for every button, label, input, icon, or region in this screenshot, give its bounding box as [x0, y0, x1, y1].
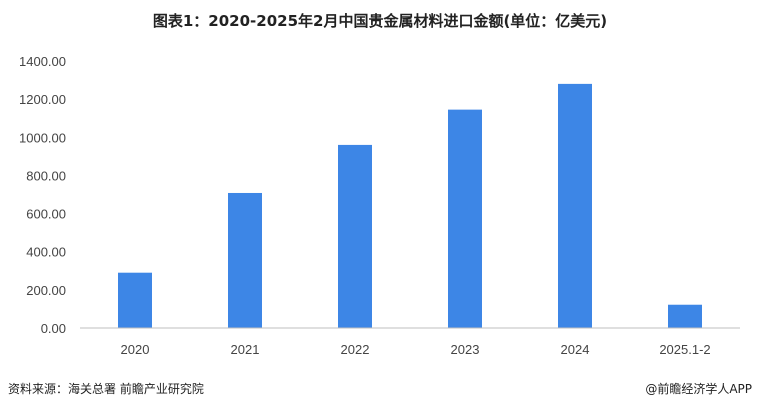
bar-2021	[228, 192, 262, 328]
bar-2025.1-2	[668, 304, 702, 328]
bar-chart: 0.00 200.00 400.00 600.00 800.00 1000.00 1200.…	[19, 54, 740, 357]
bar-2020	[118, 272, 152, 328]
bar-2024	[558, 83, 592, 328]
y-tick-label: 1000.00	[19, 130, 66, 145]
credit-note: @前瞻经济学人APP	[645, 382, 752, 396]
y-tick-label: 0.00	[41, 321, 66, 336]
y-axis-labels: 0.00 200.00 400.00 600.00 800.00 1000.00 1200.…	[19, 54, 66, 336]
y-tick-label: 400.00	[26, 245, 66, 260]
chart-title: 图表1：2020-2025年2月中国贵金属材料进口金额(单位：亿美元)	[152, 12, 608, 30]
x-axis-labels: 2020 2021 2022 2023 2024 2025.1-2	[121, 342, 711, 357]
y-tick-label: 600.00	[26, 207, 66, 222]
bar-2023	[448, 109, 482, 328]
x-tick-label: 2020	[121, 342, 150, 357]
x-tick-label: 2023	[451, 342, 480, 357]
y-tick-label: 200.00	[26, 283, 66, 298]
x-tick-label: 2021	[231, 342, 260, 357]
source-note: 资料来源：海关总署 前瞻产业研究院	[8, 382, 204, 396]
x-tick-label: 2024	[561, 342, 590, 357]
x-tick-label: 2022	[341, 342, 370, 357]
y-tick-label: 1200.00	[19, 92, 66, 107]
y-tick-label: 800.00	[26, 168, 66, 183]
bars	[118, 83, 702, 328]
y-tick-label: 1400.00	[19, 54, 66, 69]
x-tick-label: 2025.1-2	[659, 342, 710, 357]
bar-2022	[338, 144, 372, 328]
